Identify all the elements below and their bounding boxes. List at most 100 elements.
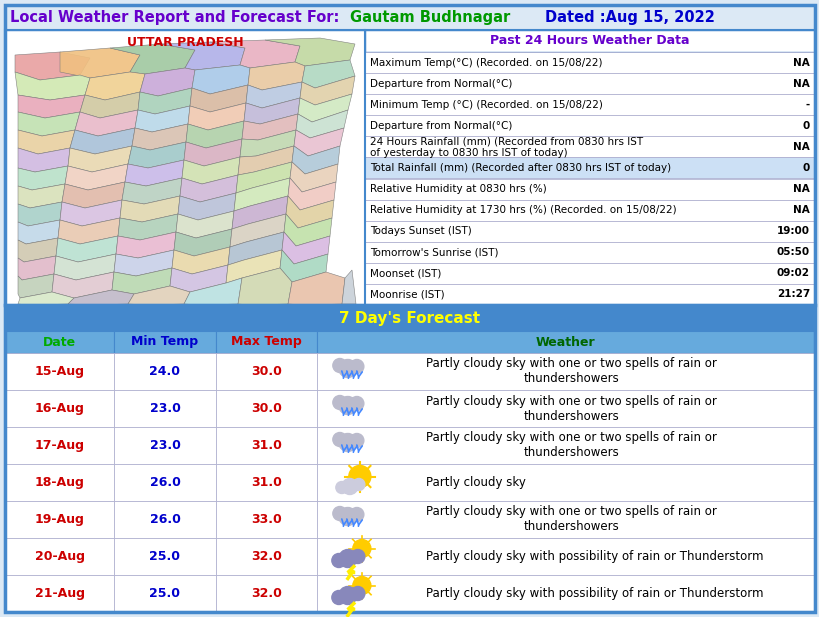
Polygon shape: [18, 238, 58, 262]
Text: Partly cloudy sky: Partly cloudy sky: [426, 476, 526, 489]
Text: 15-Aug: 15-Aug: [34, 365, 84, 378]
Polygon shape: [15, 72, 90, 100]
Polygon shape: [115, 232, 176, 258]
Bar: [215, 331, 316, 353]
Text: 21-Aug: 21-Aug: [34, 587, 84, 600]
Text: 25.0: 25.0: [149, 550, 180, 563]
Polygon shape: [192, 65, 250, 94]
Text: Todays Sunset (IST): Todays Sunset (IST): [369, 226, 471, 236]
Polygon shape: [60, 48, 140, 78]
Bar: [364, 242, 814, 263]
Polygon shape: [75, 110, 138, 136]
Circle shape: [338, 397, 356, 415]
Polygon shape: [176, 211, 233, 238]
Text: 24.0: 24.0: [149, 365, 180, 378]
Polygon shape: [114, 250, 174, 276]
Bar: [364, 157, 814, 178]
Text: Minimum Temp (°C) (Recorded. on 15/08/22): Minimum Temp (°C) (Recorded. on 15/08/22…: [369, 100, 602, 110]
Polygon shape: [300, 76, 355, 105]
Bar: [215, 390, 316, 427]
Bar: [215, 501, 316, 538]
Bar: [364, 73, 814, 94]
Bar: [5, 305, 814, 331]
Polygon shape: [15, 52, 90, 80]
Polygon shape: [279, 250, 328, 282]
Bar: [364, 30, 814, 52]
Circle shape: [338, 550, 356, 568]
Bar: [316, 427, 814, 464]
Text: UTTAR PRADESH: UTTAR PRADESH: [126, 36, 243, 49]
Polygon shape: [246, 82, 301, 108]
Polygon shape: [172, 247, 229, 274]
Polygon shape: [85, 72, 145, 100]
Text: Relative Humidity at 1730 hrs (%) (Recorded. on 15/08/22): Relative Humidity at 1730 hrs (%) (Recor…: [369, 205, 676, 215]
Polygon shape: [232, 196, 287, 229]
Polygon shape: [132, 124, 188, 150]
Polygon shape: [228, 232, 283, 265]
Text: 31.0: 31.0: [251, 439, 281, 452]
Text: Partly cloudy sky with one or two spells of rain or
thundershowers: Partly cloudy sky with one or two spells…: [426, 394, 717, 423]
Polygon shape: [54, 254, 115, 280]
Text: 19-Aug: 19-Aug: [34, 513, 84, 526]
Polygon shape: [80, 92, 140, 118]
Circle shape: [333, 507, 346, 521]
Circle shape: [351, 550, 364, 563]
Text: NA: NA: [792, 184, 809, 194]
Circle shape: [352, 479, 364, 491]
Bar: [5, 390, 114, 427]
Text: 33.0: 33.0: [251, 513, 281, 526]
Text: Moonset (IST): Moonset (IST): [369, 268, 441, 278]
Polygon shape: [128, 286, 190, 305]
Text: 26.0: 26.0: [149, 476, 180, 489]
Polygon shape: [238, 146, 294, 175]
Bar: [114, 575, 215, 612]
Polygon shape: [110, 44, 195, 74]
Bar: [114, 390, 215, 427]
Polygon shape: [68, 146, 132, 172]
Polygon shape: [128, 142, 186, 168]
Polygon shape: [240, 130, 296, 157]
Circle shape: [338, 587, 356, 605]
Polygon shape: [122, 178, 182, 204]
Circle shape: [350, 434, 364, 447]
Text: NA: NA: [792, 57, 809, 67]
Text: Local Weather Report and Forecast For:: Local Weather Report and Forecast For:: [11, 10, 339, 25]
Bar: [215, 464, 316, 501]
Polygon shape: [183, 278, 242, 305]
Circle shape: [333, 358, 346, 373]
Text: Max Temp: Max Temp: [231, 336, 301, 349]
Text: 19:00: 19:00: [776, 226, 809, 236]
Text: 21:27: 21:27: [776, 289, 809, 299]
Circle shape: [332, 553, 346, 568]
Text: 23.0: 23.0: [149, 439, 180, 452]
Text: 18-Aug: 18-Aug: [34, 476, 84, 489]
Bar: [215, 427, 316, 464]
Bar: [114, 353, 215, 390]
Text: Departure from Normal(°C): Departure from Normal(°C): [369, 121, 512, 131]
Circle shape: [338, 508, 356, 526]
Polygon shape: [210, 40, 300, 68]
Bar: [5, 427, 114, 464]
Polygon shape: [229, 214, 286, 247]
Polygon shape: [188, 103, 246, 130]
Polygon shape: [297, 94, 351, 122]
Text: 0: 0: [802, 163, 809, 173]
Circle shape: [348, 465, 370, 487]
Bar: [5, 5, 814, 30]
Circle shape: [332, 590, 346, 605]
Polygon shape: [70, 128, 135, 154]
Bar: [364, 284, 814, 305]
Polygon shape: [65, 164, 128, 190]
Polygon shape: [178, 193, 236, 220]
Polygon shape: [342, 270, 355, 304]
Polygon shape: [287, 178, 336, 210]
Text: 16-Aug: 16-Aug: [34, 402, 84, 415]
Text: Partly cloudy sky with one or two spells of rain or
thundershowers: Partly cloudy sky with one or two spells…: [426, 431, 717, 460]
Polygon shape: [18, 130, 75, 154]
Polygon shape: [180, 175, 238, 202]
Polygon shape: [286, 196, 333, 228]
Bar: [215, 575, 316, 612]
Bar: [5, 331, 114, 353]
Circle shape: [333, 395, 346, 410]
Circle shape: [350, 397, 364, 410]
